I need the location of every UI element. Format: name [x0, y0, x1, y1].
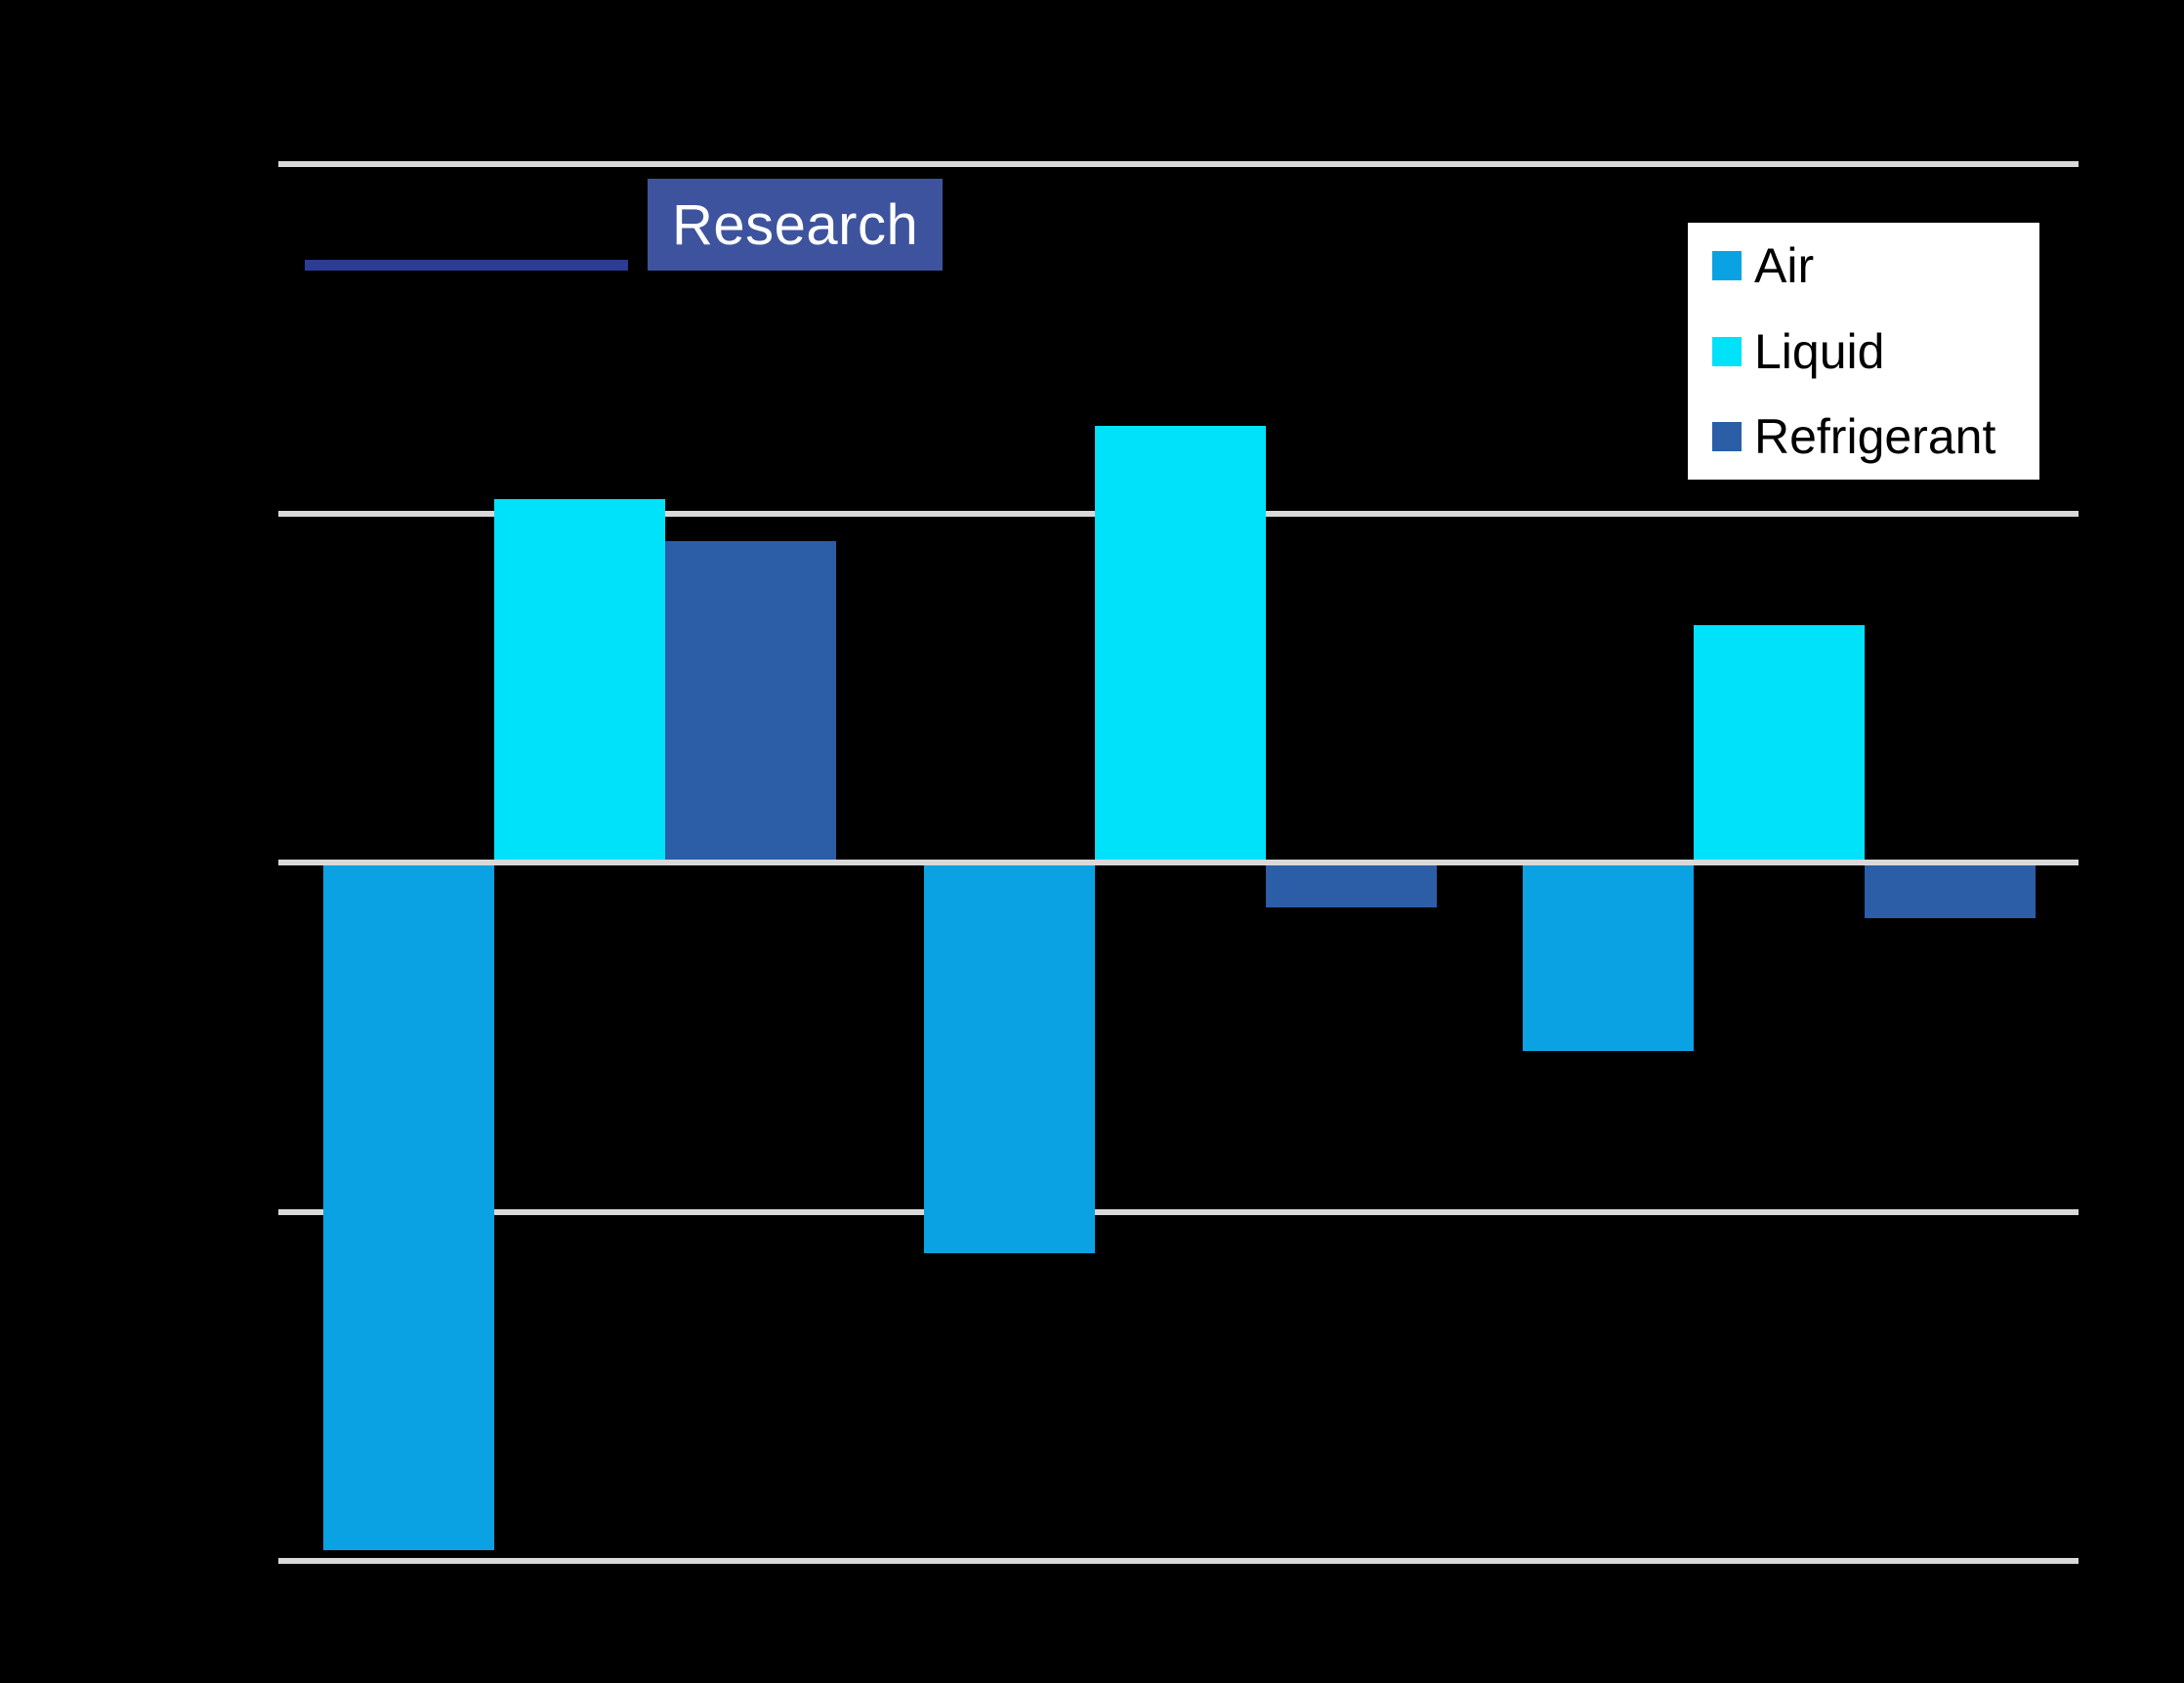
legend: Air Liquid Refrigerant — [1688, 223, 2039, 480]
legend-item-air: Air — [1688, 223, 2039, 309]
bar-refrigerant-group1 — [664, 541, 836, 863]
research-logo-label: Research — [672, 192, 919, 257]
legend-item-refrigerant: Refrigerant — [1688, 394, 2039, 480]
gridline--10 — [278, 1208, 2079, 1215]
bar-air-group1 — [322, 863, 494, 1551]
gridline-20 — [278, 161, 2079, 167]
logo-underline-bar — [305, 260, 628, 271]
legend-label-air: Air — [1754, 237, 1815, 293]
bar-refrigerant-group2 — [1265, 863, 1437, 908]
bar-liquid-group3 — [1693, 624, 1865, 863]
bar-air-group3 — [1522, 863, 1694, 1052]
research-logo-box: Research — [648, 179, 943, 271]
legend-item-liquid: Liquid — [1688, 309, 2039, 395]
gridline--20 — [278, 1558, 2079, 1564]
legend-label-refrigerant: Refrigerant — [1754, 409, 1996, 465]
bar-liquid-group2 — [1094, 426, 1266, 863]
bar-liquid-group1 — [493, 499, 665, 863]
legend-label-liquid: Liquid — [1754, 323, 1885, 379]
bar-refrigerant-group3 — [1864, 863, 2036, 919]
legend-swatch-air-icon — [1712, 250, 1742, 280]
bar-air-group2 — [923, 863, 1095, 1254]
zero-gridline — [278, 860, 2079, 865]
legend-swatch-liquid-icon — [1712, 336, 1742, 366]
legend-swatch-refrigerant-icon — [1712, 422, 1742, 452]
